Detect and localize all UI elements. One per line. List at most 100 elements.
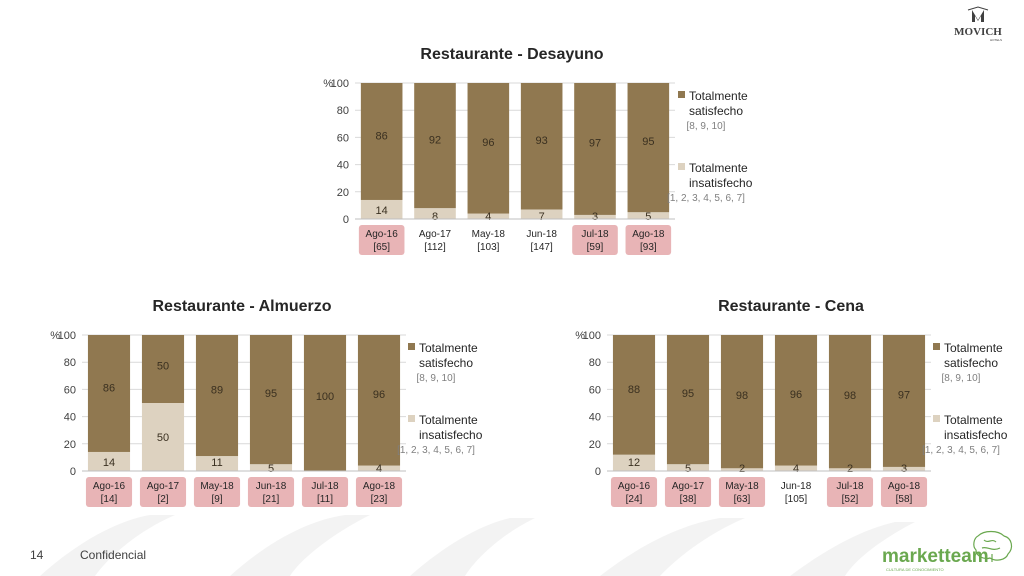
- data-label-satisfied: 86: [376, 131, 388, 143]
- y-tick-label: 40: [64, 412, 76, 424]
- bar-unsatisfied: [828, 468, 872, 471]
- y-axis-title: %: [323, 78, 333, 90]
- data-label-unsatisfied: 8: [432, 211, 438, 223]
- legend-range: [1, 2, 3, 4, 5, 6, 7]: [667, 193, 745, 204]
- sample-size-label: [23]: [371, 494, 388, 505]
- data-label-satisfied: 98: [844, 390, 856, 402]
- sample-size-label: [63]: [734, 494, 751, 505]
- x-tick-label: Jun-18: [526, 229, 557, 240]
- data-label-satisfied: 95: [265, 388, 277, 400]
- data-label-satisfied: 98: [736, 390, 748, 402]
- y-tick-label: 80: [589, 357, 601, 369]
- data-label-satisfied: 86: [103, 383, 115, 395]
- y-tick-label: 20: [589, 439, 601, 451]
- x-tick-label: Jul-18: [836, 481, 864, 492]
- y-tick-label: 100: [58, 330, 76, 342]
- data-label-unsatisfied: 5: [685, 463, 691, 475]
- legend-swatch: [678, 91, 685, 98]
- category-highlight: [572, 225, 618, 255]
- legend-range: [1, 2, 3, 4, 5, 6, 7]: [922, 445, 1000, 456]
- chart-desayuno: Restaurante - Desayuno 0 20 40 60 80 100% 86 14 A…: [300, 40, 780, 260]
- y-tick-label: 20: [337, 187, 349, 199]
- bar-satisfied: [882, 335, 926, 467]
- chart-cena: Restaurante - Cena 0 20 40 60 80 100% 88 12 Ago-1…: [555, 292, 1024, 514]
- y-tick-label: 20: [64, 439, 76, 451]
- y-tick-label: 60: [64, 384, 76, 396]
- bar-satisfied: [612, 335, 656, 455]
- y-axis-title: %: [50, 330, 60, 342]
- legend-label: satisfecho: [944, 356, 998, 370]
- x-tick-label: Ago-18: [363, 481, 396, 492]
- legend-range: [8, 9, 10]: [417, 373, 456, 384]
- data-label-unsatisfied: 50: [157, 432, 169, 444]
- data-label-unsatisfied: 5: [645, 211, 651, 223]
- sample-size-label: [11]: [317, 494, 333, 505]
- confidential-label: Confidencial: [80, 548, 147, 562]
- legend-swatch: [933, 343, 940, 350]
- bar-satisfied: [360, 83, 403, 200]
- data-label-unsatisfied: 3: [901, 463, 907, 475]
- y-tick-label: 60: [337, 132, 349, 144]
- legend-label: Totalmente: [689, 161, 748, 175]
- bar-satisfied: [141, 335, 185, 403]
- category-highlight: [826, 477, 874, 507]
- legend-label: Totalmente: [419, 413, 478, 427]
- data-label-unsatisfied: 12: [628, 457, 640, 469]
- y-tick-label: 100: [583, 330, 601, 342]
- x-tick-label: May-18: [472, 229, 506, 240]
- data-label-satisfied: 95: [642, 136, 654, 148]
- category-highlight: [610, 477, 658, 507]
- bar-satisfied: [87, 335, 131, 452]
- sample-size-label: [59]: [587, 242, 604, 253]
- bar-satisfied: [414, 83, 456, 209]
- bar-satisfied: [774, 335, 818, 466]
- data-label-unsatisfied: 4: [376, 463, 382, 475]
- sample-size-label: [147]: [531, 242, 553, 253]
- y-tick-label: 0: [343, 214, 349, 226]
- sample-size-label: [14]: [101, 494, 118, 505]
- category-highlight: [355, 477, 403, 507]
- legend-swatch: [678, 163, 685, 170]
- movich-logo-subtext: HOTELS: [990, 38, 1002, 42]
- legend-label: Totalmente: [944, 341, 1003, 355]
- legend-range: [8, 9, 10]: [687, 121, 726, 132]
- sample-size-label: [105]: [785, 494, 807, 505]
- data-label-satisfied: 50: [157, 361, 169, 373]
- data-label-unsatisfied: 3: [592, 211, 598, 223]
- x-tick-label: Ago-18: [888, 481, 921, 492]
- x-tick-label: Ago-18: [632, 229, 665, 240]
- bar-satisfied: [720, 335, 764, 469]
- page-number: 14: [30, 548, 44, 562]
- y-tick-label: 100: [331, 78, 349, 90]
- bar-satisfied: [303, 335, 347, 471]
- x-tick-label: May-18: [200, 481, 234, 492]
- bar-satisfied: [249, 335, 293, 465]
- x-tick-label: Jun-18: [256, 481, 287, 492]
- sample-size-label: [112]: [424, 242, 446, 253]
- bar-unsatisfied: [141, 403, 185, 471]
- bar-satisfied: [666, 335, 710, 465]
- category-highlight: [247, 477, 295, 507]
- legend-swatch: [408, 343, 415, 350]
- chart-almuerzo: Restaurante - Almuerzo 0 20 40 60 80 100% 86 14 A…: [30, 292, 520, 514]
- data-label-unsatisfied: 7: [539, 211, 545, 223]
- bar-satisfied: [520, 83, 563, 210]
- legend-range: [1, 2, 3, 4, 5, 6, 7]: [397, 445, 475, 456]
- sample-size-label: [93]: [640, 242, 657, 253]
- sample-size-label: [2]: [157, 494, 168, 505]
- bar-unsatisfied: [195, 456, 239, 471]
- chart-almuerzo-svg: Restaurante - Almuerzo 0 20 40 60 80 100% 86 14 A…: [50, 298, 483, 507]
- bar-unsatisfied: [720, 468, 764, 471]
- data-label-satisfied: 96: [482, 137, 494, 149]
- legend-label: insatisfecho: [689, 176, 753, 190]
- bar-unsatisfied: [360, 199, 403, 219]
- bar-unsatisfied: [574, 214, 616, 219]
- category-highlight: [664, 477, 712, 507]
- x-tick-label: Ago-16: [93, 481, 126, 492]
- legend-label: insatisfecho: [419, 428, 483, 442]
- category-highlight: [193, 477, 241, 507]
- bar-satisfied: [828, 335, 872, 469]
- chart-title: Restaurante - Cena: [718, 298, 864, 315]
- bar-satisfied: [574, 83, 616, 215]
- chart-title: Restaurante - Almuerzo: [153, 298, 332, 315]
